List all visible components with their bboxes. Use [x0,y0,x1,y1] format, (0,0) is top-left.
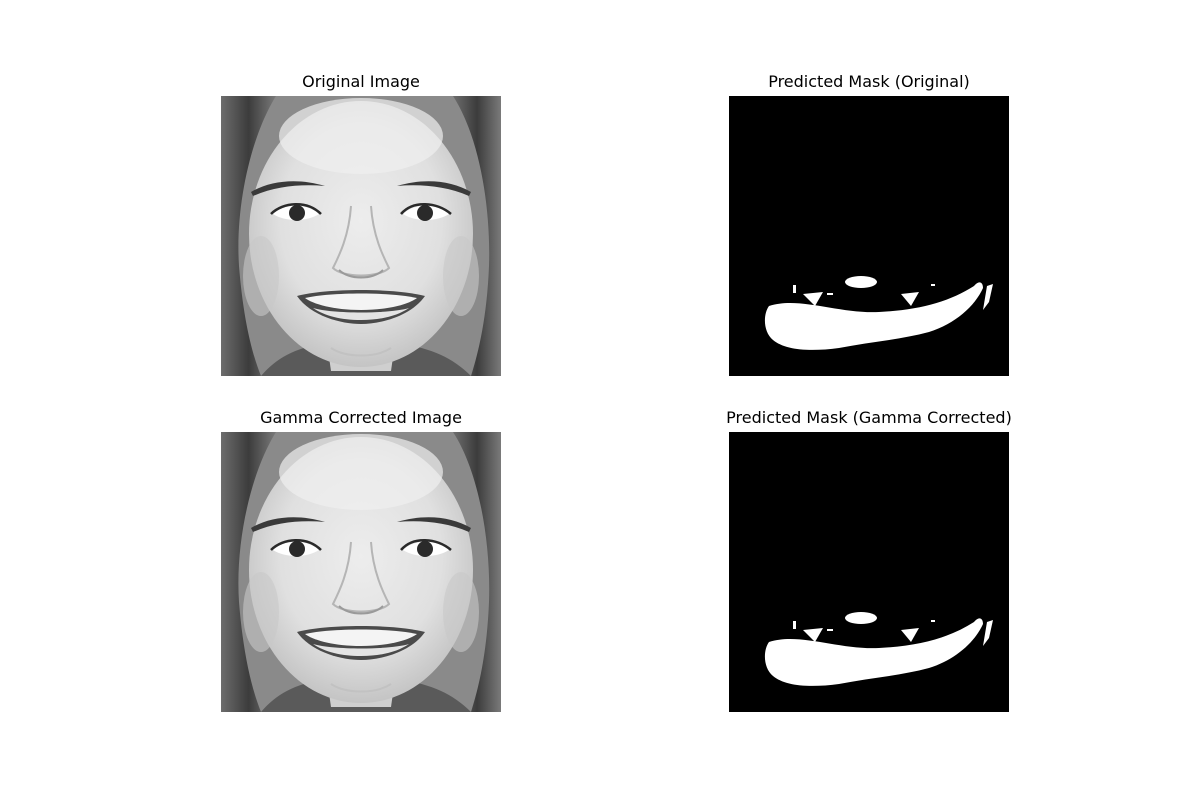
panel-title-gamma-corrected-image: Gamma Corrected Image [260,408,462,427]
binary-mask-gamma-corrected [729,432,1009,712]
face-photo-gamma-corrected [221,432,501,712]
panel-title-predicted-mask-gamma: Predicted Mask (Gamma Corrected) [726,408,1012,427]
panel-title-original-image: Original Image [302,72,420,91]
original-image-panel [221,96,501,376]
panel-title-predicted-mask-original: Predicted Mask (Original) [768,72,970,91]
binary-mask-original [729,96,1009,376]
predicted-mask-gamma-panel [729,432,1009,712]
face-photo-original [221,96,501,376]
predicted-mask-original-panel [729,96,1009,376]
gamma-corrected-image-panel [221,432,501,712]
